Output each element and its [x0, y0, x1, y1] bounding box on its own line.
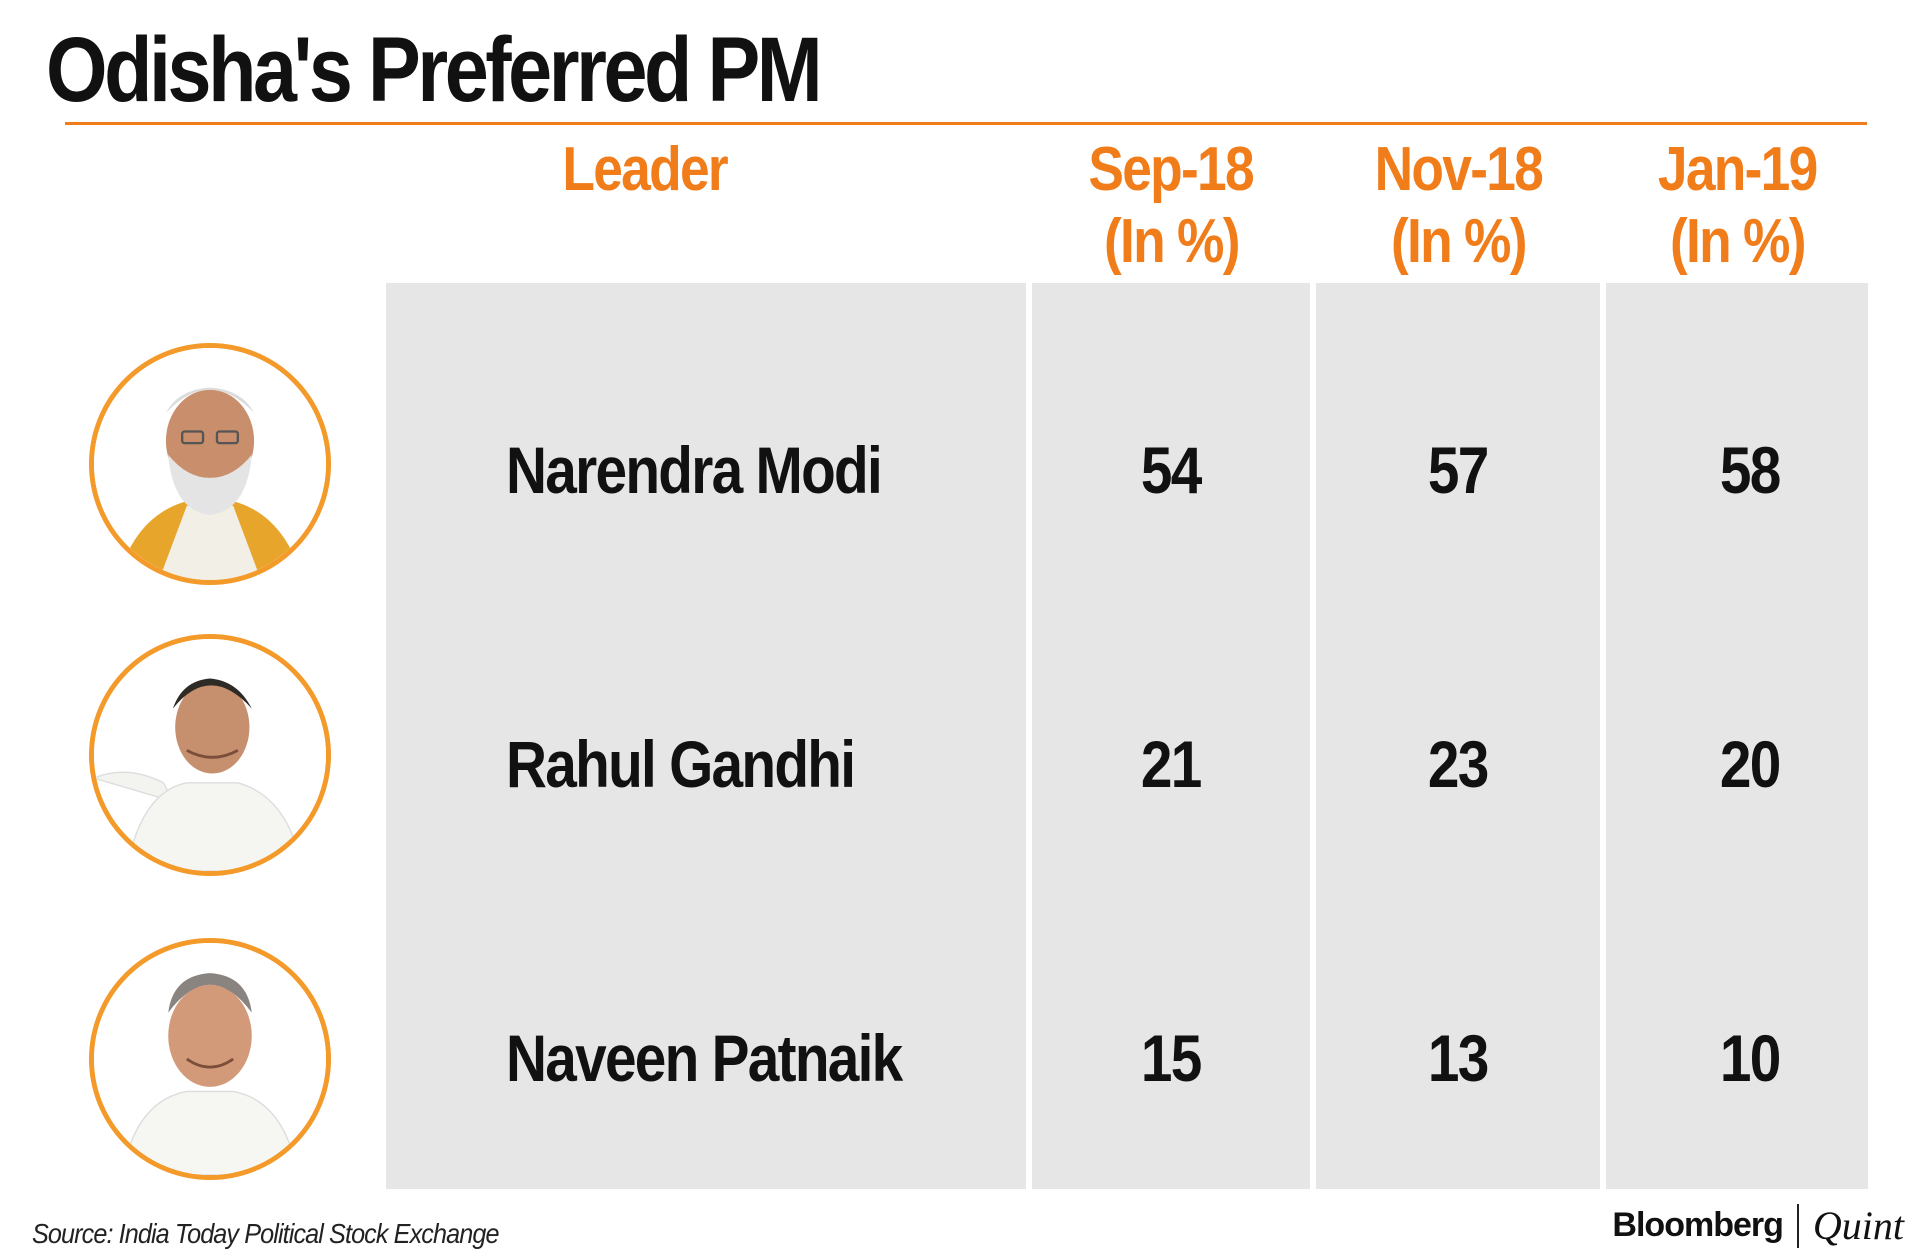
header-sep18: Sep-18 (In %) [1032, 134, 1310, 278]
value-modi-nov18: 57 [1428, 433, 1489, 507]
value-modi-sep18: 54 [1141, 433, 1202, 507]
value-gandhi-jan19: 20 [1720, 727, 1781, 801]
header-nov18-label: Nov-18 [1374, 135, 1543, 204]
narendra-modi-photo-icon [89, 343, 331, 585]
rahul-gandhi-photo-icon [89, 634, 331, 876]
header-nov18: Nov-18 (In %) [1316, 134, 1600, 278]
naveen-patnaik-photo-icon [89, 938, 331, 1180]
leader-name-naveen-patnaik: Naveen Patnaik [506, 1021, 903, 1095]
source-note: Source: India Today Political Stock Exch… [32, 1218, 499, 1249]
brand-separator [1796, 1203, 1799, 1248]
title-divider [65, 122, 1867, 125]
header-jan19-unit: (In %) [1669, 207, 1807, 276]
jan19-column-bg [1606, 283, 1868, 1189]
header-sep18-label: Sep-18 [1088, 135, 1255, 204]
value-gandhi-sep18: 21 [1141, 727, 1202, 801]
brand-quint: Quint [1812, 1203, 1904, 1248]
value-patnaik-nov18: 13 [1428, 1021, 1489, 1095]
brand-bloomberg: Bloomberg [1612, 1206, 1783, 1244]
header-jan19-label: Jan-19 [1657, 135, 1818, 204]
page-title: Odisha's Preferred PM [46, 19, 823, 121]
value-gandhi-nov18: 23 [1428, 727, 1489, 801]
sep18-column-bg [1032, 283, 1310, 1189]
leader-column-bg [386, 283, 1026, 1189]
value-patnaik-jan19: 10 [1720, 1021, 1781, 1095]
header-leader: Leader [562, 135, 729, 204]
leader-name-rahul-gandhi: Rahul Gandhi [506, 727, 856, 801]
header-jan19: Jan-19 (In %) [1606, 134, 1868, 278]
header-sep18-unit: (In %) [1103, 207, 1241, 276]
header-nov18-unit: (In %) [1390, 207, 1528, 276]
nov18-column-bg [1316, 283, 1600, 1189]
value-modi-jan19: 58 [1720, 433, 1781, 507]
leader-name-narendra-modi: Narendra Modi [506, 433, 883, 507]
brand-logo: Bloomberg Quint [1612, 1202, 1904, 1252]
value-patnaik-sep18: 15 [1141, 1021, 1202, 1095]
